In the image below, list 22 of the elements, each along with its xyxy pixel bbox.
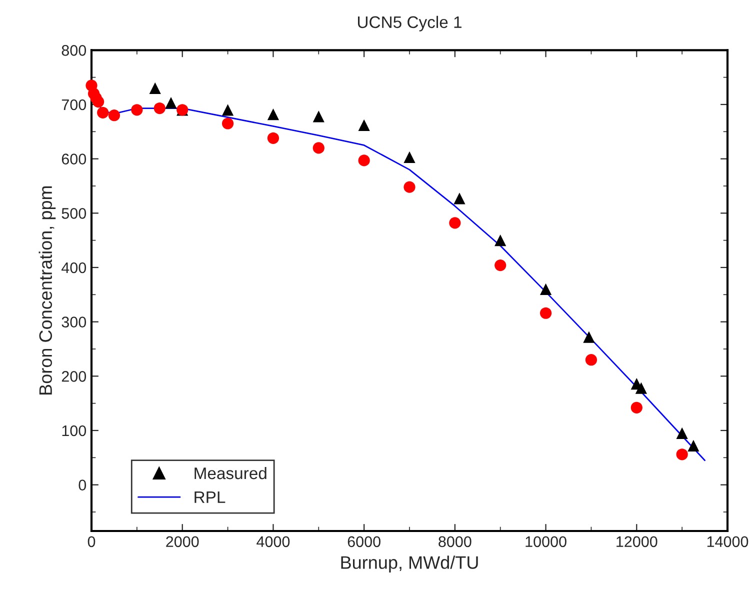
x-tick-label: 4000 (256, 536, 290, 548)
x-tick-label: 0 (88, 536, 96, 548)
x-tick-label: 10000 (526, 536, 566, 548)
legend-label: RPL (194, 491, 226, 503)
x-tick-label: 12000 (616, 536, 658, 548)
y-tick-label: 800 (62, 45, 86, 56)
x-axis-title: Burnup, MWd/TU (341, 556, 478, 572)
y-tick-label: 700 (62, 99, 86, 110)
x-tick-label: 14000 (707, 536, 748, 548)
y-tick-label: 300 (62, 316, 86, 328)
legend-label: Measured (194, 466, 266, 480)
x-tick-label: 2000 (166, 536, 199, 548)
y-tick-label: 400 (62, 262, 86, 274)
y-tick-label: 500 (62, 208, 86, 219)
y-tick-label: 600 (62, 154, 86, 165)
chart-title: UCN5 Cycle 1 (358, 16, 462, 32)
y-tick-label: 200 (62, 371, 86, 382)
x-tick-label: 6000 (348, 536, 380, 548)
y-axis-title: Boron Concentration, ppm (38, 186, 56, 394)
x-tick-label: 8000 (438, 536, 472, 548)
y-tick-label: 0 (78, 480, 86, 491)
y-tick-label: 100 (62, 425, 86, 436)
